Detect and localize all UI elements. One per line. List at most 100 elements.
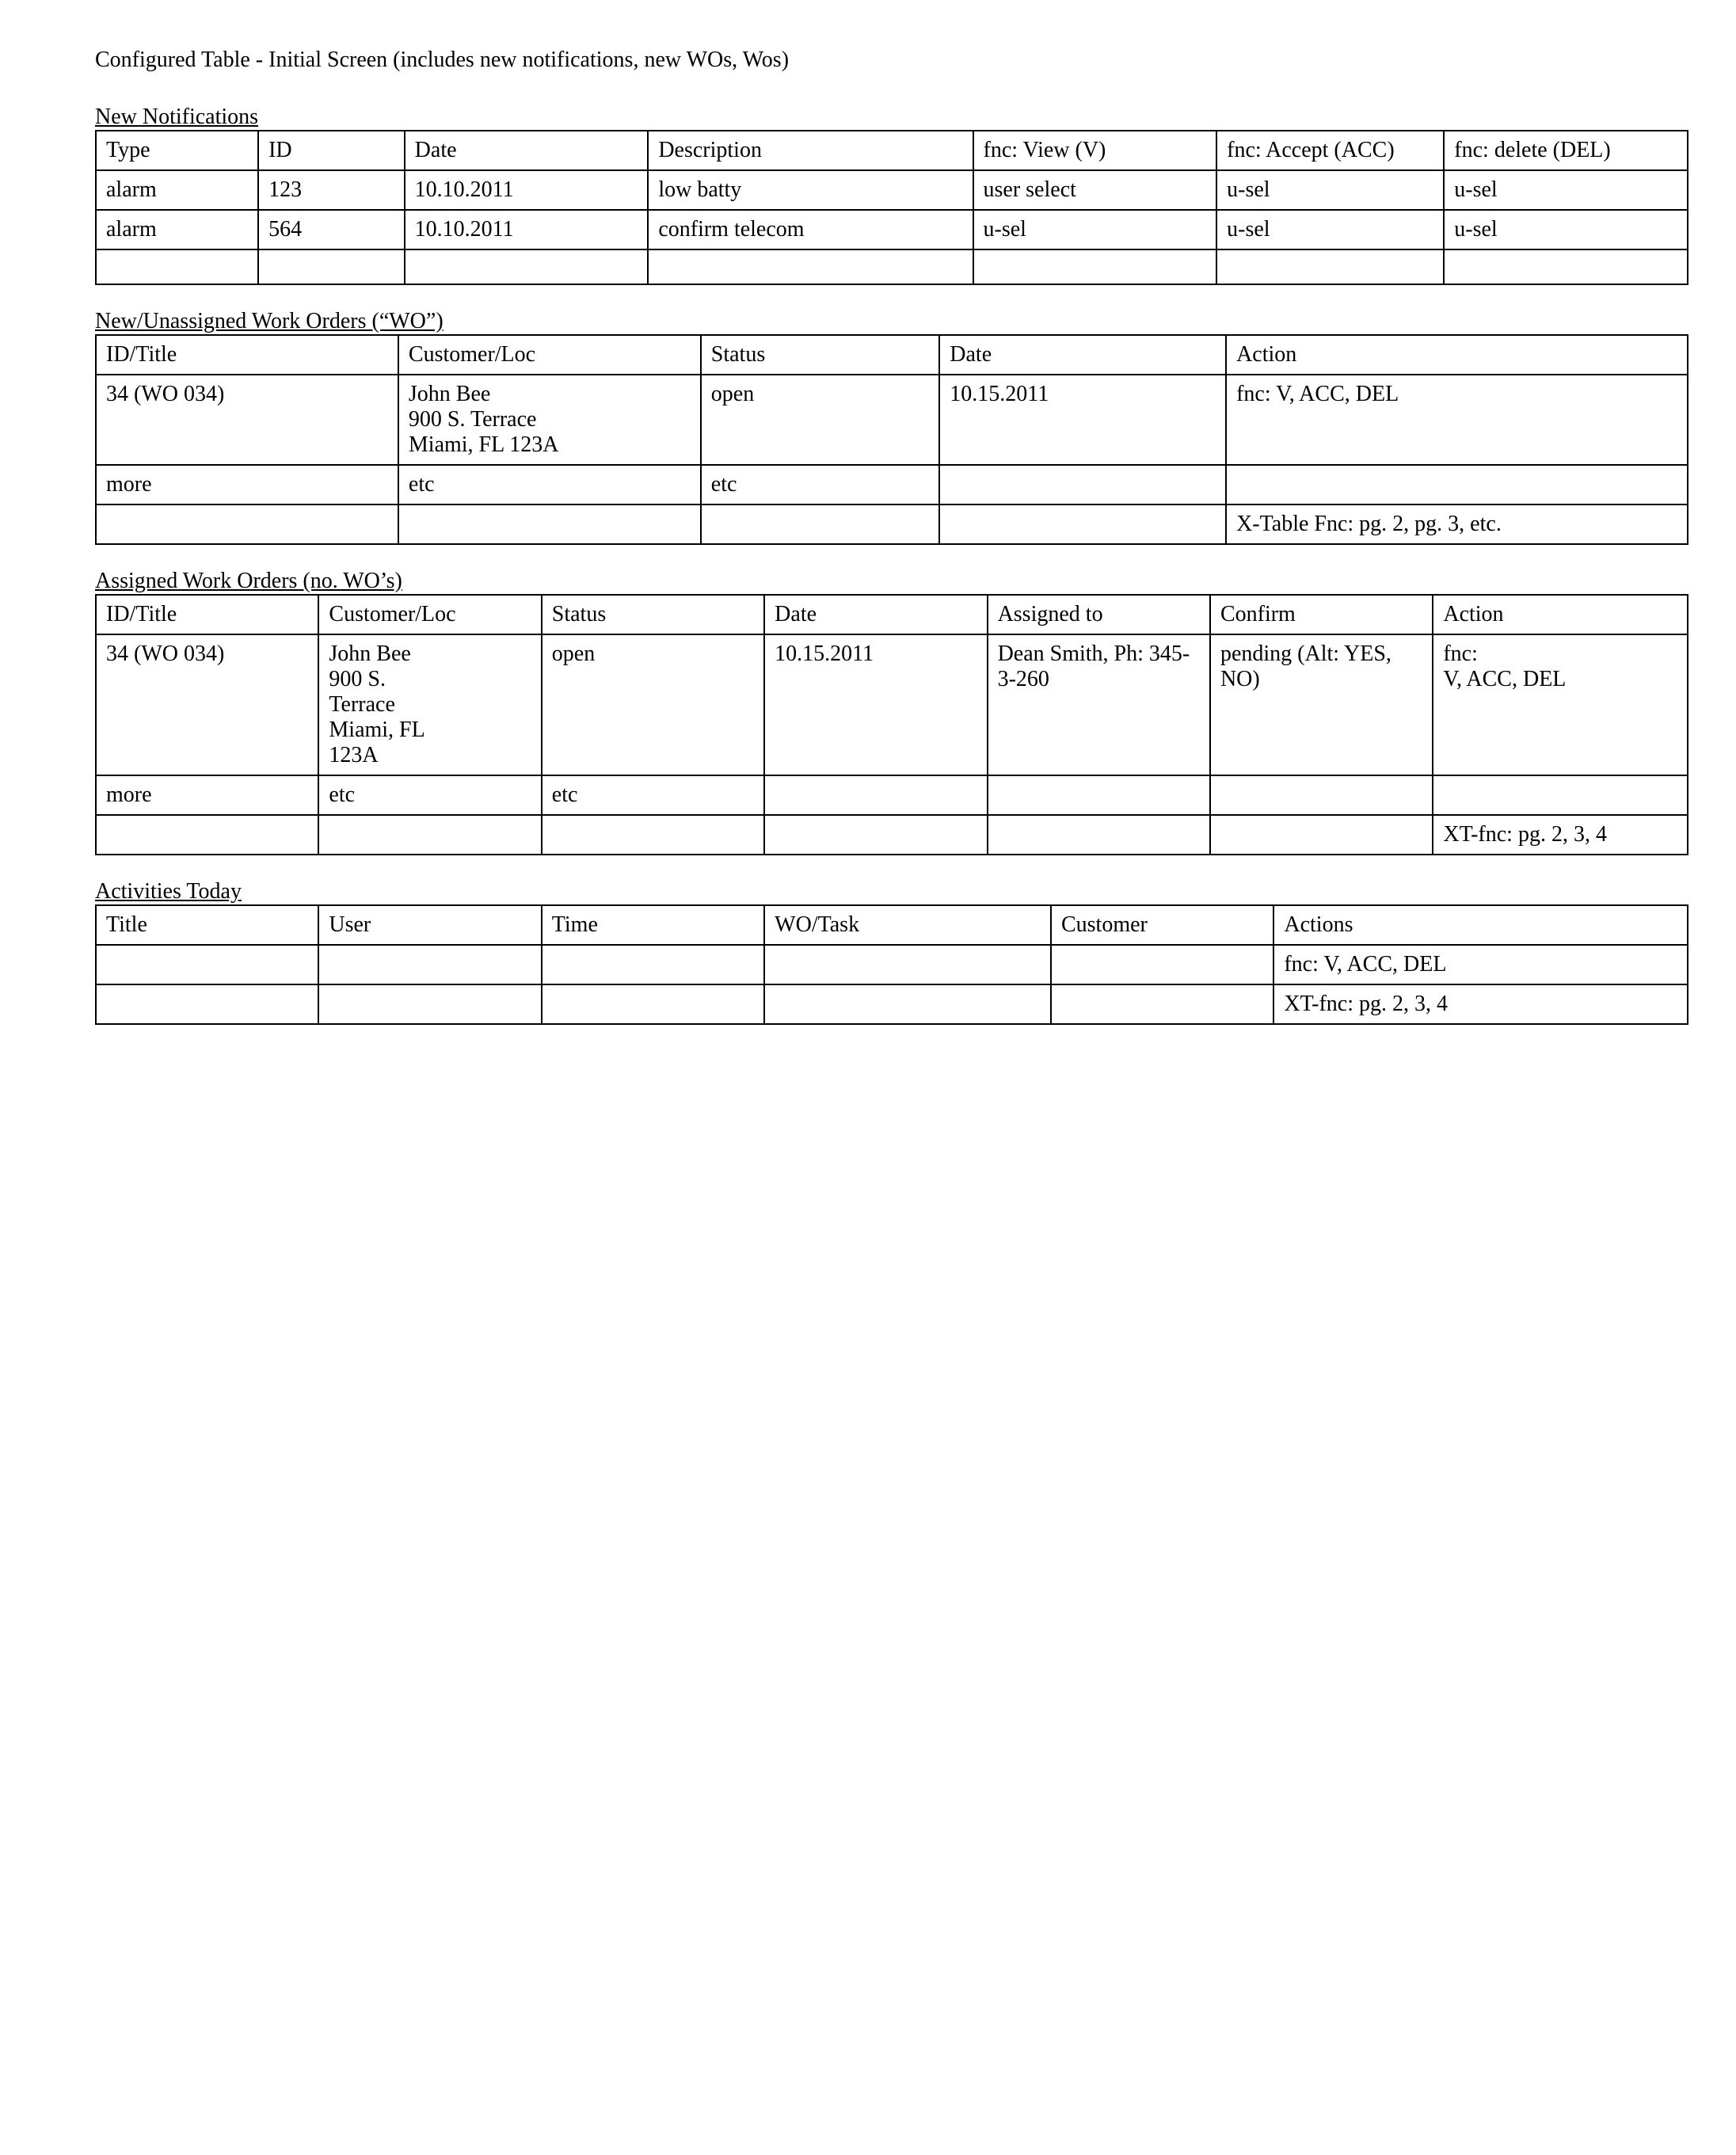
cell-customer: etc xyxy=(318,775,541,815)
table-row: XT-fnc: pg. 2, 3, 4 xyxy=(96,984,1688,1024)
cell-action xyxy=(1433,775,1688,815)
cell-assignedto xyxy=(988,775,1210,815)
cell xyxy=(318,815,541,855)
cell-accept[interactable]: u-sel xyxy=(1216,170,1444,210)
cell-type: alarm xyxy=(96,170,258,210)
cell-idtitle: 34 (WO 034) xyxy=(96,634,318,775)
col-customer: Customer/Loc xyxy=(398,335,701,375)
section-title-notifications: New Notifications xyxy=(95,105,1688,130)
col-fnc-accept: fnc: Accept (ACC) xyxy=(1216,131,1444,170)
cell-view[interactable]: u-sel xyxy=(973,210,1217,249)
section-title-assigned: Assigned Work Orders (no. WO’s) xyxy=(95,569,1688,594)
cell xyxy=(96,945,318,984)
cell xyxy=(96,984,318,1024)
col-idtitle: ID/Title xyxy=(96,335,398,375)
cell-customer: etc xyxy=(398,465,701,504)
cell-id: 123 xyxy=(258,170,405,210)
cell-date xyxy=(939,465,1226,504)
cell xyxy=(764,945,1051,984)
col-actions: Actions xyxy=(1273,905,1688,945)
cell xyxy=(318,984,541,1024)
cell-date: 10.15.2011 xyxy=(939,375,1226,465)
cell-customer: John Bee 900 S. Terrace Miami, FL 123A xyxy=(398,375,701,465)
col-idtitle: ID/Title xyxy=(96,595,318,634)
cell-action[interactable]: fnc: V, ACC, DEL xyxy=(1433,634,1688,775)
col-title: Title xyxy=(96,905,318,945)
cell-actions[interactable]: fnc: V, ACC, DEL xyxy=(1273,945,1688,984)
col-action: Action xyxy=(1433,595,1688,634)
cell-idtitle: more xyxy=(96,775,318,815)
cell xyxy=(1216,249,1444,284)
cell-description: confirm telecom xyxy=(648,210,973,249)
cell-customer: John Bee 900 S. Terrace Miami, FL 123A xyxy=(318,634,541,775)
cell-date: 10.10.2011 xyxy=(405,210,649,249)
cell-idtitle: 34 (WO 034) xyxy=(96,375,398,465)
table-row: fnc: V, ACC, DEL xyxy=(96,945,1688,984)
table-header-row: Type ID Date Description fnc: View (V) f… xyxy=(96,131,1688,170)
cell-status: open xyxy=(701,375,940,465)
col-confirm: Confirm xyxy=(1210,595,1433,634)
cell xyxy=(1444,249,1688,284)
table-header-row: Title User Time WO/Task Customer Actions xyxy=(96,905,1688,945)
cell xyxy=(1210,815,1433,855)
table-row: X-Table Fnc: pg. 2, pg. 3, etc. xyxy=(96,504,1688,544)
cell-view[interactable]: user select xyxy=(973,170,1217,210)
cell-id: 564 xyxy=(258,210,405,249)
table-row: XT-fnc: pg. 2, 3, 4 xyxy=(96,815,1688,855)
col-date: Date xyxy=(405,131,649,170)
cell-delete[interactable]: u-sel xyxy=(1444,170,1688,210)
cell-xtfnc[interactable]: XT-fnc: pg. 2, 3, 4 xyxy=(1433,815,1688,855)
cell-accept[interactable]: u-sel xyxy=(1216,210,1444,249)
cell xyxy=(405,249,649,284)
cell-confirm[interactable]: pending (Alt: YES, NO) xyxy=(1210,634,1433,775)
cell xyxy=(96,815,318,855)
cell-confirm xyxy=(1210,775,1433,815)
cell xyxy=(973,249,1217,284)
cell xyxy=(542,945,764,984)
section-title-unassigned: New/Unassigned Work Orders (“WO”) xyxy=(95,309,1688,334)
cell xyxy=(764,984,1051,1024)
activities-table: Title User Time WO/Task Customer Actions… xyxy=(95,904,1688,1025)
col-type: Type xyxy=(96,131,258,170)
col-assignedto: Assigned to xyxy=(988,595,1210,634)
section-title-activities: Activities Today xyxy=(95,879,1688,904)
col-customer: Customer xyxy=(1051,905,1273,945)
cell xyxy=(96,504,398,544)
cell-type: alarm xyxy=(96,210,258,249)
cell-date: 10.10.2011 xyxy=(405,170,649,210)
cell xyxy=(542,984,764,1024)
col-date: Date xyxy=(764,595,987,634)
cell-date xyxy=(764,775,987,815)
cell xyxy=(1051,984,1273,1024)
col-status: Status xyxy=(542,595,764,634)
cell-xtfnc[interactable]: XT-fnc: pg. 2, 3, 4 xyxy=(1273,984,1688,1024)
col-time: Time xyxy=(542,905,764,945)
cell xyxy=(258,249,405,284)
cell xyxy=(988,815,1210,855)
cell-idtitle: more xyxy=(96,465,398,504)
cell xyxy=(939,504,1226,544)
cell-action xyxy=(1226,465,1688,504)
cell-action[interactable]: fnc: V, ACC, DEL xyxy=(1226,375,1688,465)
col-fnc-view: fnc: View (V) xyxy=(973,131,1217,170)
page-title: Configured Table - Initial Screen (inclu… xyxy=(95,48,1688,73)
cell-xtable[interactable]: X-Table Fnc: pg. 2, pg. 3, etc. xyxy=(1226,504,1688,544)
cell-status: etc xyxy=(542,775,764,815)
table-row: more etc etc xyxy=(96,465,1688,504)
col-action: Action xyxy=(1226,335,1688,375)
cell xyxy=(96,249,258,284)
col-description: Description xyxy=(648,131,973,170)
cell xyxy=(398,504,701,544)
col-customer: Customer/Loc xyxy=(318,595,541,634)
cell-delete[interactable]: u-sel xyxy=(1444,210,1688,249)
table-row: 34 (WO 034) John Bee 900 S. Terrace Miam… xyxy=(96,375,1688,465)
cell xyxy=(318,945,541,984)
col-user: User xyxy=(318,905,541,945)
table-row: more etc etc xyxy=(96,775,1688,815)
cell xyxy=(1051,945,1273,984)
unassigned-table: ID/Title Customer/Loc Status Date Action… xyxy=(95,334,1688,545)
col-status: Status xyxy=(701,335,940,375)
col-id: ID xyxy=(258,131,405,170)
cell-status: etc xyxy=(701,465,940,504)
cell xyxy=(764,815,987,855)
